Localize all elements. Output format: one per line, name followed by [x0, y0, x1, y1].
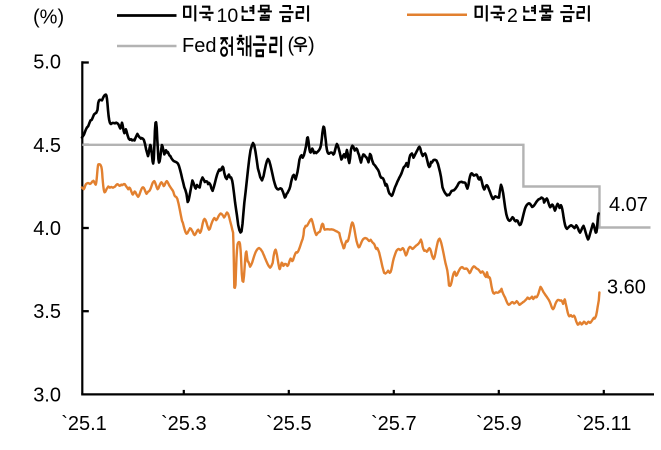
svg-text:5.0: 5.0	[33, 52, 61, 74]
svg-text:): )	[308, 35, 315, 57]
svg-text:3.5: 3.5	[33, 301, 61, 323]
svg-text:3.0: 3.0	[33, 384, 61, 406]
svg-text:(: (	[288, 35, 295, 57]
svg-text:2: 2	[507, 5, 518, 27]
svg-text:`25.9: `25.9	[476, 413, 522, 435]
svg-text:10: 10	[217, 5, 239, 27]
svg-text:Fed: Fed	[182, 35, 216, 57]
svg-text:4.07: 4.07	[609, 194, 648, 216]
svg-text:`25.5: `25.5	[266, 413, 312, 435]
svg-text:`25.1: `25.1	[61, 413, 107, 435]
svg-text:`25.3: `25.3	[161, 413, 207, 435]
svg-text:`25.7: `25.7	[371, 413, 417, 435]
svg-text:4.5: 4.5	[33, 135, 61, 157]
svg-text:3.60: 3.60	[607, 276, 646, 298]
svg-text:4.0: 4.0	[33, 218, 61, 240]
svg-text:(%): (%)	[33, 7, 64, 29]
svg-text:`25.11: `25.11	[576, 413, 631, 435]
